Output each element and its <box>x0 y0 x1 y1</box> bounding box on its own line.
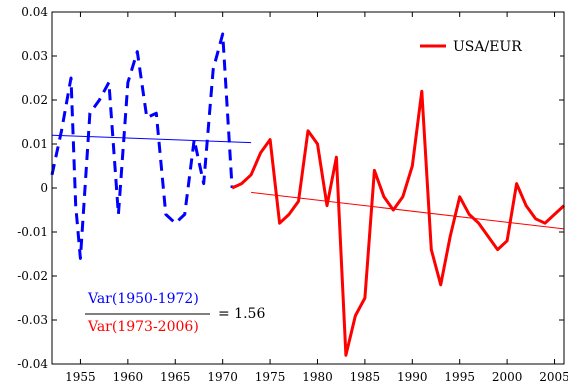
x-tick-label: 1965 <box>160 370 191 384</box>
series-line-1 <box>231 89 566 357</box>
x-tick-label: 1990 <box>397 370 428 384</box>
y-tick-label: 0.02 <box>21 93 48 107</box>
series-layer <box>50 32 566 357</box>
x-axis: 1955 1960 1965 1970 1975 1980 1985 1990 1995 2000… <box>65 12 568 384</box>
y-tick-label: 0.01 <box>21 137 48 151</box>
x-tick-label: 1985 <box>350 370 381 384</box>
y-tick-label: -0.01 <box>17 225 48 239</box>
trend-line-1 <box>251 191 565 230</box>
x-tick-label: 1970 <box>207 370 238 384</box>
annotation-denominator: Var(1973-2006) <box>87 319 199 335</box>
x-tick-label: 1955 <box>65 370 96 384</box>
y-tick-label: 0.03 <box>21 49 48 63</box>
legend: USA/EUR <box>410 30 560 64</box>
annotation-result: = 1.56 <box>218 306 265 322</box>
y-tick-label: -0.03 <box>17 313 48 327</box>
x-tick-label: 1995 <box>444 370 475 384</box>
legend-label-usa-eur: USA/EUR <box>453 39 522 55</box>
y-axis: -0.04 -0.03 -0.02 -0.01 0 0.01 0.02 0.03 0.04 <box>17 5 564 371</box>
annotation-numerator: Var(1950-1972) <box>87 291 199 307</box>
x-tick-label: 2005 <box>539 370 568 384</box>
y-tick-label: -0.04 <box>17 357 48 371</box>
y-tick-label: 0 <box>40 181 48 195</box>
x-tick-label: 2000 <box>492 370 523 384</box>
y-tick-label: -0.02 <box>17 269 48 283</box>
variance-annotation: Var(1950-1972) Var(1973-2006) = 1.56 <box>85 291 265 335</box>
plot-frame <box>51 11 565 365</box>
x-tick-label: 1980 <box>302 370 333 384</box>
trend-line-0 <box>51 134 252 144</box>
x-tick-label: 1960 <box>113 370 144 384</box>
x-tick-label: 1975 <box>255 370 286 384</box>
y-tick-label: 0.04 <box>21 5 48 19</box>
series-line-0 <box>50 32 234 260</box>
